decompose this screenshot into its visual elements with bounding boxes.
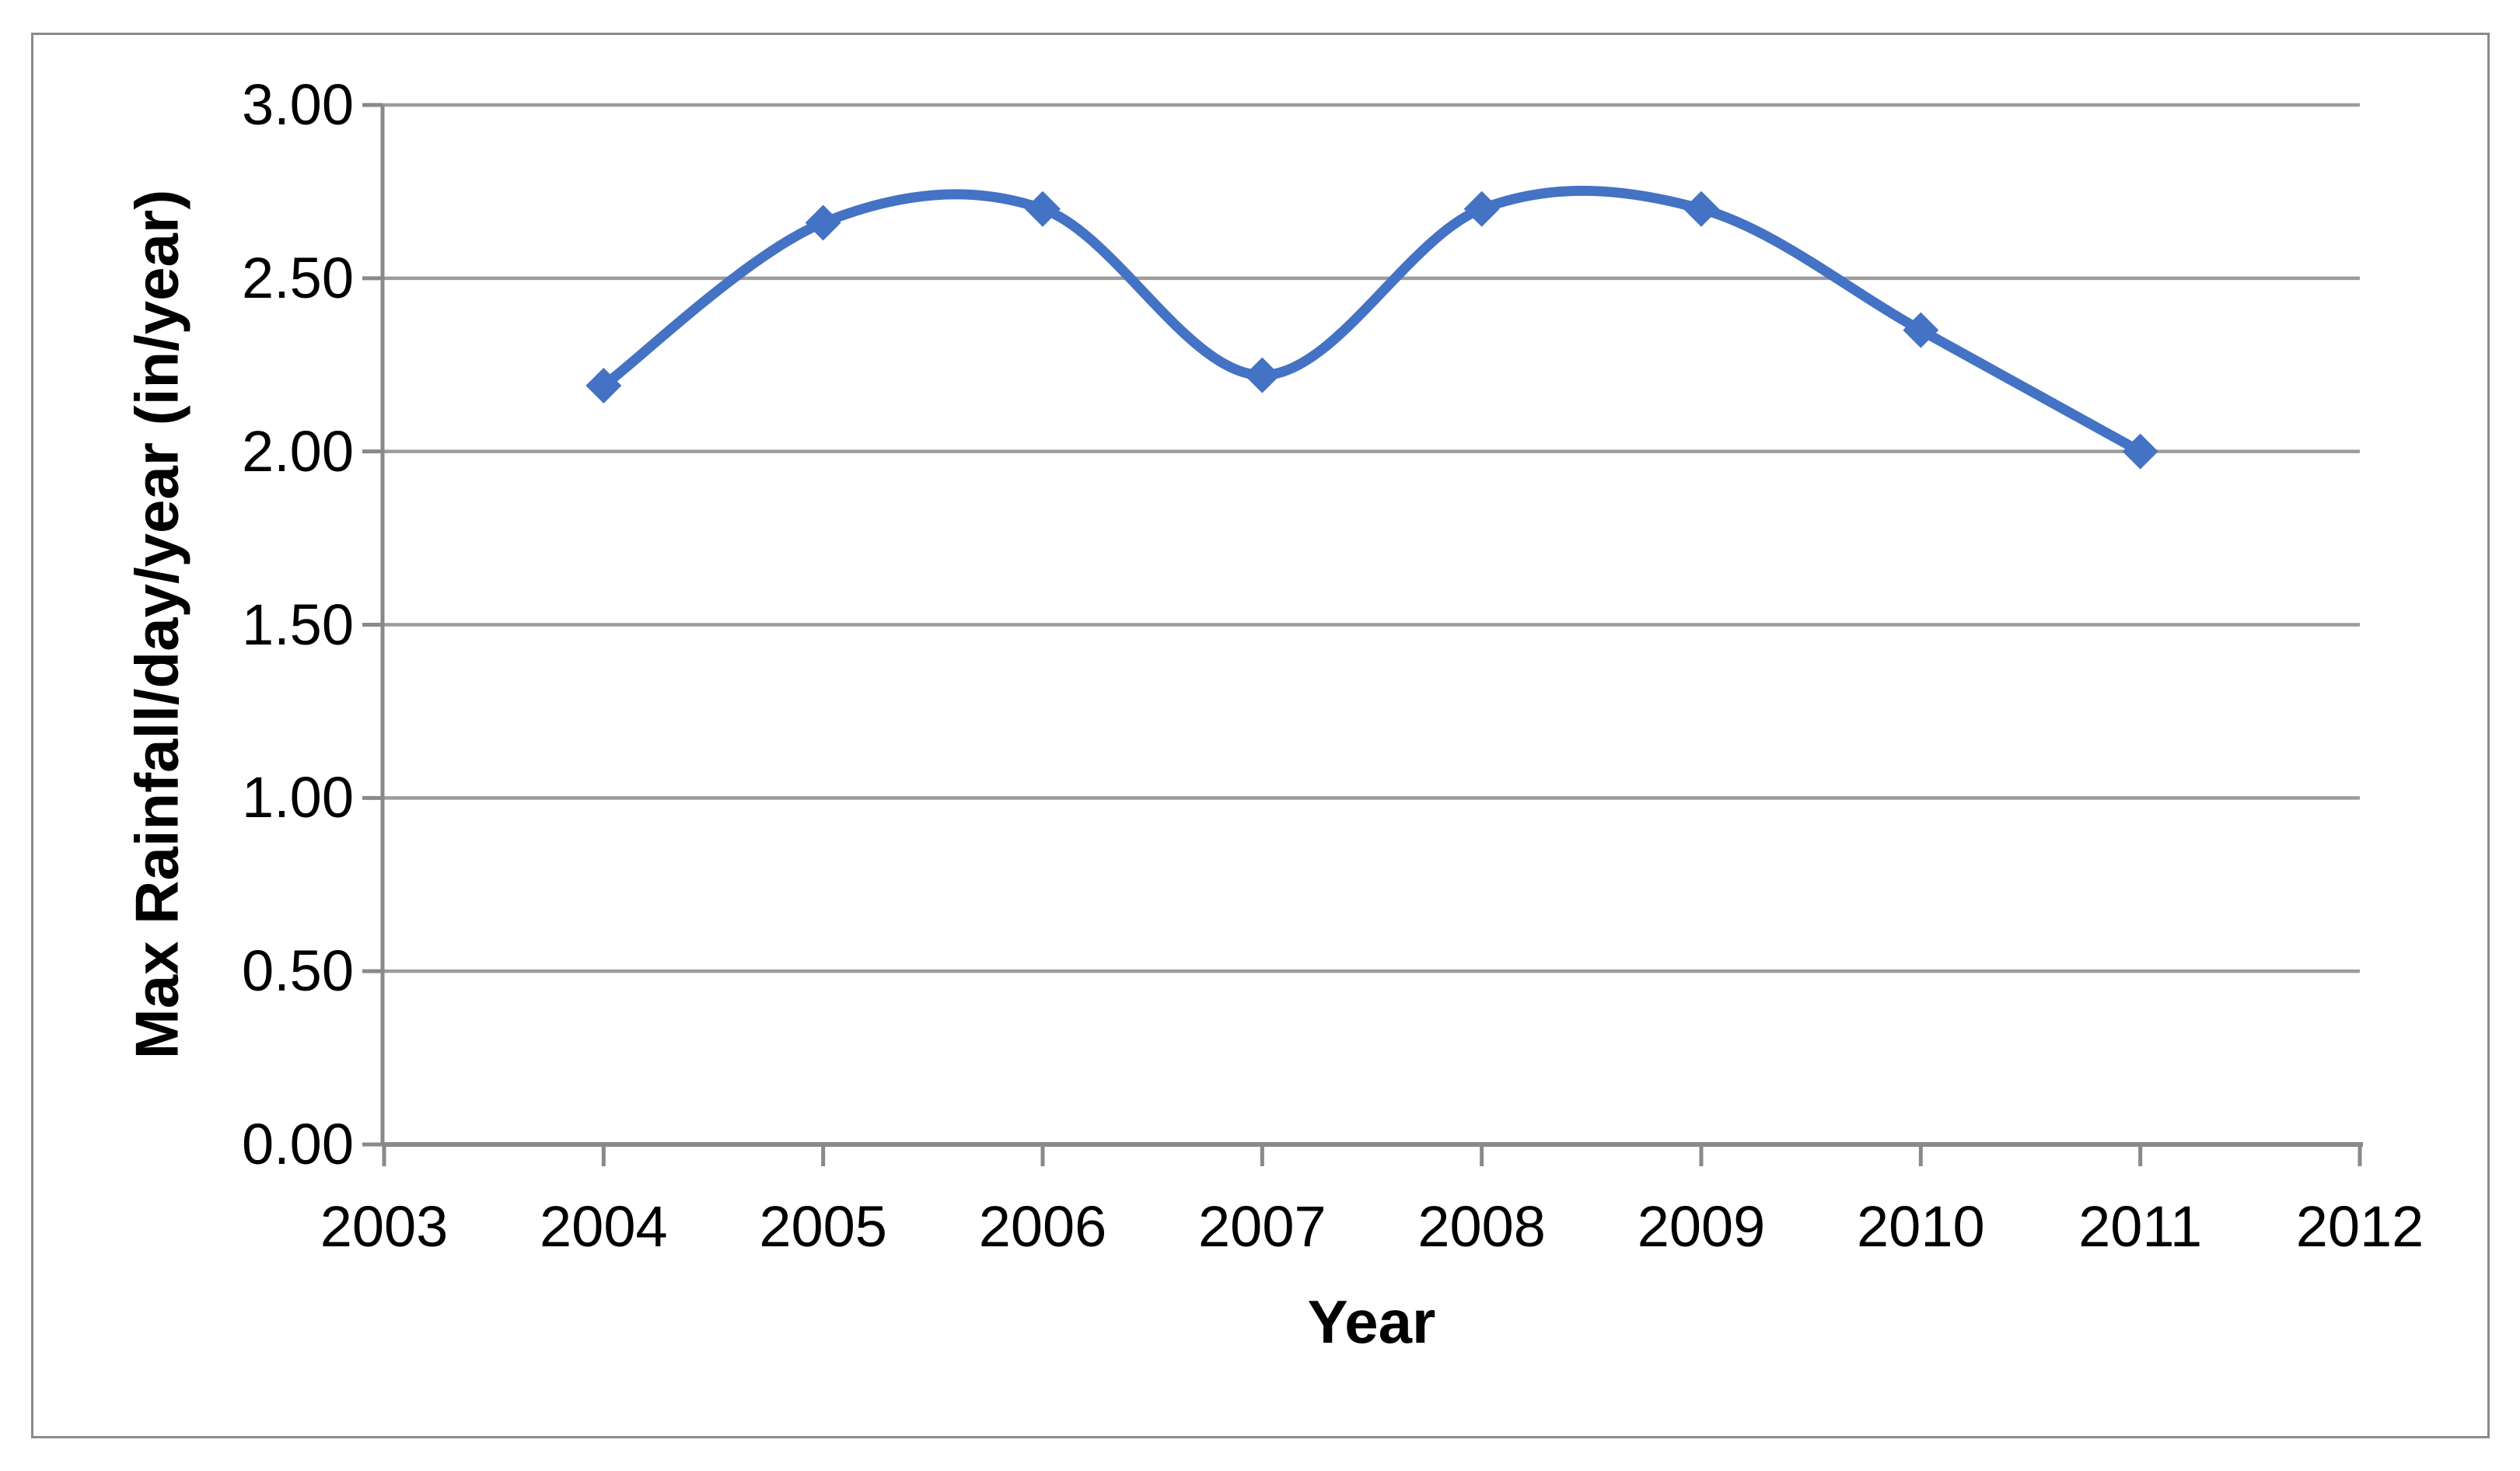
data-point-marker[interactable] — [1244, 357, 1281, 393]
x-tick-label: 2005 — [759, 1194, 887, 1259]
chart-outer-border — [31, 33, 2490, 1438]
x-tick-label: 2010 — [1857, 1194, 1985, 1259]
y-axis-title: Max Rainfall/day/year (in/year) — [122, 189, 191, 1060]
x-tick-label: 2004 — [540, 1194, 668, 1259]
x-axis-title: Year — [1307, 1288, 1436, 1356]
series-line — [598, 185, 2146, 457]
x-tick-label: 2011 — [2078, 1194, 2203, 1259]
data-point-marker[interactable] — [1025, 190, 1061, 227]
data-point-marker[interactable] — [2122, 433, 2158, 470]
y-tick-label: 2.50 — [241, 245, 354, 310]
x-tick-label: 2009 — [1637, 1194, 1766, 1259]
data-point-marker[interactable] — [1683, 190, 1719, 227]
y-tick-label: 1.00 — [241, 765, 354, 830]
data-point-marker[interactable] — [805, 204, 841, 241]
data-point-marker[interactable] — [585, 367, 622, 404]
y-tick-label: 3.00 — [241, 72, 354, 137]
y-tick-label: 0.00 — [241, 1112, 354, 1176]
x-tick-label: 2003 — [320, 1194, 449, 1259]
x-tick-label: 2006 — [978, 1194, 1107, 1259]
x-tick-label: 2008 — [1417, 1194, 1546, 1259]
data-point-marker[interactable] — [1903, 312, 1939, 348]
y-tick-label: 1.50 — [241, 592, 354, 657]
data-point-marker[interactable] — [1463, 190, 1500, 227]
x-tick-label: 2007 — [1198, 1194, 1326, 1259]
x-tick-label: 2012 — [2295, 1194, 2424, 1259]
y-tick-label: 2.00 — [241, 418, 354, 484]
y-tick-label: 0.50 — [241, 938, 354, 1004]
